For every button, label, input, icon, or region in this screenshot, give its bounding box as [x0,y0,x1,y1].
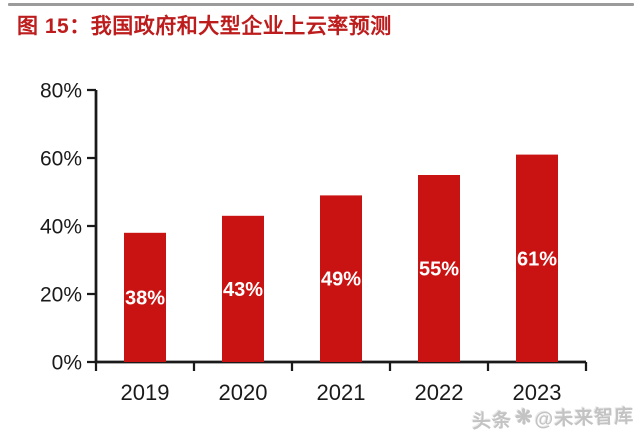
watermark-prefix: 头条 [471,410,513,433]
bar-value-label: 61% [517,248,557,270]
y-tick-label: 80% [40,80,82,103]
y-tick-label: 60% [40,148,82,171]
watermark-handle: @未来智库 [534,406,635,431]
bar-value-label: 49% [321,269,361,291]
x-tick-label: 2023 [513,380,562,405]
bar-2023 [516,154,558,362]
x-tick-label: 2022 [415,380,464,405]
bar-value-label: 43% [223,279,263,301]
y-tick-label: 20% [40,284,82,307]
bar-2020 [222,215,264,362]
bar-2021 [320,195,362,362]
x-tick-label: 2019 [121,380,170,405]
sparkle-icon: ❋ [514,405,534,430]
top-divider [8,3,634,6]
figure-title: 图 15：我国政府和大型企业上云率预测 [17,15,392,38]
bar-2019 [124,232,166,362]
bar-2022 [418,175,460,362]
y-tick-label: 0% [52,352,82,375]
bar-value-label: 38% [125,287,165,309]
x-tick-label: 2021 [317,380,366,405]
bar-value-label: 55% [419,259,459,281]
y-tick-label: 40% [40,216,82,239]
watermark: 头条 ❋@未来智库 [471,401,635,434]
x-tick-label: 2020 [219,380,268,405]
